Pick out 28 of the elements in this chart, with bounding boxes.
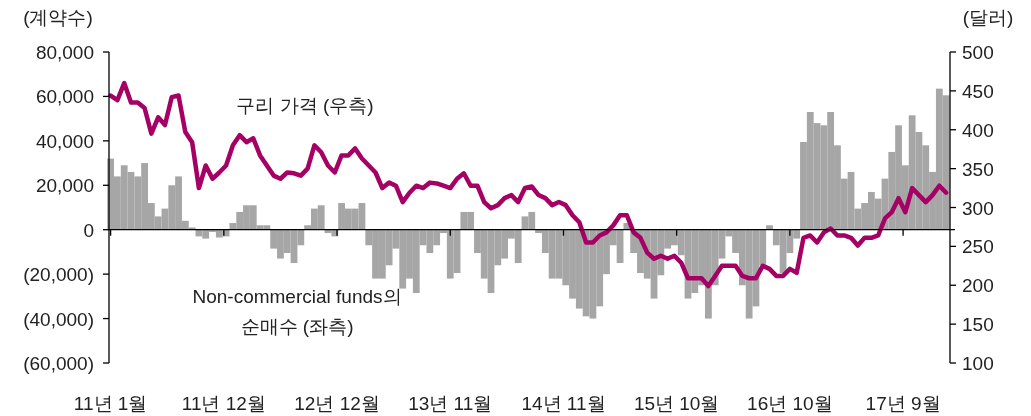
y-tick-label: 80,000 <box>35 42 94 63</box>
y2-tick-label: 500 <box>962 42 994 63</box>
x-tick-label: 14년 11월 <box>521 393 606 414</box>
x-tick-label: 13년 11월 <box>408 393 493 414</box>
y-tick-label: 20,000 <box>35 175 94 197</box>
y-tick-label: (20,000) <box>23 264 94 286</box>
x-tick-label: 11년 1월 <box>73 393 148 414</box>
y2-tick-label: 150 <box>962 314 994 336</box>
y-tick-label: 0 <box>83 219 94 241</box>
y2-axis-title: (달러) <box>962 7 1014 28</box>
y2-tick-label: 400 <box>962 119 994 141</box>
bar <box>766 225 773 230</box>
y-tick-label: (40,000) <box>23 308 94 330</box>
y2-tick-label: 200 <box>962 275 994 297</box>
y2-tick-label: 250 <box>962 236 994 258</box>
y-tick-label: (60,000) <box>23 353 94 374</box>
x-tick-label: 17년 9월 <box>865 393 941 414</box>
y2-tick-label: 350 <box>962 158 994 180</box>
y-tick-label: 60,000 <box>35 86 94 108</box>
x-tick-label: 12년 12월 <box>294 393 380 414</box>
y2-tick-label: 300 <box>962 197 994 219</box>
y2-tick-label: 100 <box>962 353 994 374</box>
y2-tick-label: 450 <box>962 80 994 102</box>
x-tick-label: 15년 10월 <box>633 393 720 414</box>
x-tick-label: 11년 12월 <box>181 393 266 414</box>
y-axis-title: (계약수) <box>23 7 93 28</box>
x-tick-label: 16년 10월 <box>747 393 833 414</box>
y-tick-label: 40,000 <box>35 130 94 152</box>
